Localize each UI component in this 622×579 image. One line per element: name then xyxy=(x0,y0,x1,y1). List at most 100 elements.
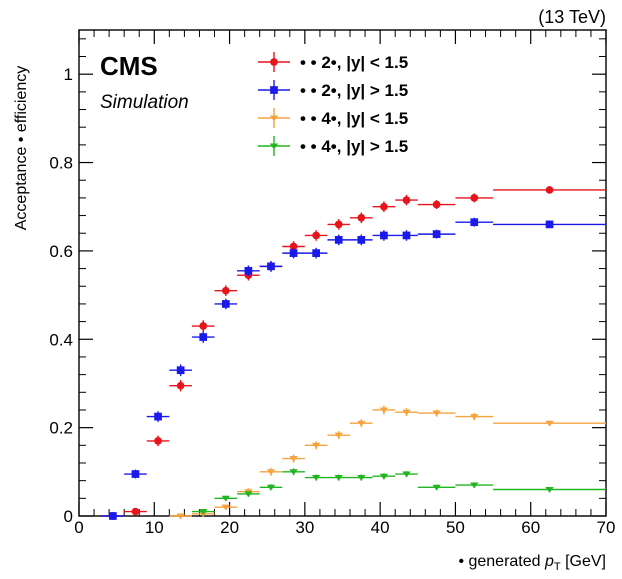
data-point xyxy=(327,219,351,230)
energy-label: (13 TeV) xyxy=(538,7,606,27)
data-point xyxy=(214,504,238,511)
legend: • • 2•, |y| < 1.5 • • 2•, |y| > 1.5 • • 4•… xyxy=(258,52,408,156)
x-tick-label: 40 xyxy=(371,518,390,537)
data-point xyxy=(395,470,418,478)
point-marker xyxy=(545,486,554,493)
legend-label: • • 4•, |y| > 1.5 xyxy=(300,137,408,156)
data-point xyxy=(493,220,606,229)
y-tick-label: 1 xyxy=(64,65,73,84)
point-marker xyxy=(289,469,298,476)
point-marker xyxy=(432,200,441,209)
point-marker xyxy=(334,220,343,229)
point-marker xyxy=(545,220,554,229)
data-point xyxy=(493,486,606,493)
data-point xyxy=(350,419,373,428)
data-point xyxy=(350,212,373,224)
data-point xyxy=(455,193,494,203)
plot-axes xyxy=(78,29,607,517)
legend-entry: • • 2•, |y| > 1.5 xyxy=(258,80,408,100)
data-point xyxy=(304,230,328,241)
data-point xyxy=(259,261,283,272)
y-axis-title: Acceptance • efficiency xyxy=(13,66,30,231)
point-marker xyxy=(289,249,298,257)
data-point xyxy=(191,331,215,343)
point-marker xyxy=(154,437,162,445)
point-marker xyxy=(289,456,298,462)
point-marker xyxy=(267,262,275,271)
point-marker xyxy=(379,407,389,414)
data-point xyxy=(417,229,456,239)
point-marker xyxy=(311,442,321,449)
experiment-subtitle: Simulation xyxy=(100,92,189,113)
data-point xyxy=(282,247,305,259)
point-marker xyxy=(380,202,388,211)
data-point xyxy=(146,435,170,447)
point-marker xyxy=(432,410,441,417)
point-marker xyxy=(470,414,479,420)
legend-marker xyxy=(270,86,278,94)
point-marker xyxy=(357,236,366,244)
data-point xyxy=(372,405,396,415)
data-point xyxy=(493,420,606,427)
data-point xyxy=(395,230,418,241)
point-marker xyxy=(199,322,208,330)
point-marker xyxy=(470,218,479,227)
series-4 xyxy=(191,468,606,515)
point-marker xyxy=(357,475,366,481)
data-point xyxy=(282,468,305,476)
data-point xyxy=(372,473,396,480)
x-axis-title: • generated pT [GeV] xyxy=(458,553,606,573)
point-marker xyxy=(545,186,554,194)
data-point xyxy=(169,379,192,392)
data-point xyxy=(455,413,494,421)
point-marker xyxy=(312,249,320,257)
point-marker xyxy=(131,470,140,478)
point-marker xyxy=(357,420,366,427)
legend-label: • • 2•, |y| < 1.5 xyxy=(300,53,408,72)
data-point xyxy=(237,491,260,498)
point-marker xyxy=(176,381,185,390)
data-point xyxy=(169,513,192,520)
data-point xyxy=(455,217,494,227)
x-tick-label: 50 xyxy=(446,518,465,537)
data-point xyxy=(372,201,396,213)
series-2 xyxy=(101,217,606,520)
data-point xyxy=(146,411,170,422)
data-point xyxy=(214,298,238,310)
legend-marker xyxy=(269,143,279,150)
point-marker xyxy=(470,194,479,202)
axis-tick-labels: 0 10 20 30 40 50 60 70 0 0.2 0.4 0.6 0.8 1 xyxy=(49,65,615,537)
point-marker xyxy=(199,333,208,341)
point-marker xyxy=(221,300,230,308)
point-marker xyxy=(379,473,389,480)
data-point xyxy=(259,467,283,476)
point-marker xyxy=(176,513,185,520)
point-marker xyxy=(432,230,441,238)
data-point xyxy=(124,507,147,516)
data-point xyxy=(493,186,606,194)
point-marker xyxy=(380,231,388,240)
legend-label: • • 4•, |y| < 1.5 xyxy=(300,109,408,128)
point-marker xyxy=(470,482,479,489)
point-marker xyxy=(221,286,230,295)
point-marker xyxy=(334,475,343,481)
data-point xyxy=(282,454,305,463)
point-marker xyxy=(176,366,185,375)
point-marker xyxy=(402,471,411,478)
legend-entry: • • 4•, |y| < 1.5 xyxy=(258,108,408,128)
data-point xyxy=(327,431,351,440)
series-1 xyxy=(101,186,606,520)
y-tick-label: 0.2 xyxy=(49,419,73,438)
axis-ticks xyxy=(78,30,607,517)
x-tick-label: 10 xyxy=(145,518,164,537)
x-axis-title-suffix: [GeV] xyxy=(561,553,606,570)
data-point xyxy=(350,474,373,481)
data-point xyxy=(237,265,260,277)
point-marker xyxy=(266,469,276,476)
data-point xyxy=(417,409,456,417)
point-marker xyxy=(402,196,411,204)
point-marker xyxy=(244,491,253,498)
data-point xyxy=(395,194,418,206)
data-point xyxy=(417,200,456,209)
plot-frame xyxy=(78,29,607,517)
